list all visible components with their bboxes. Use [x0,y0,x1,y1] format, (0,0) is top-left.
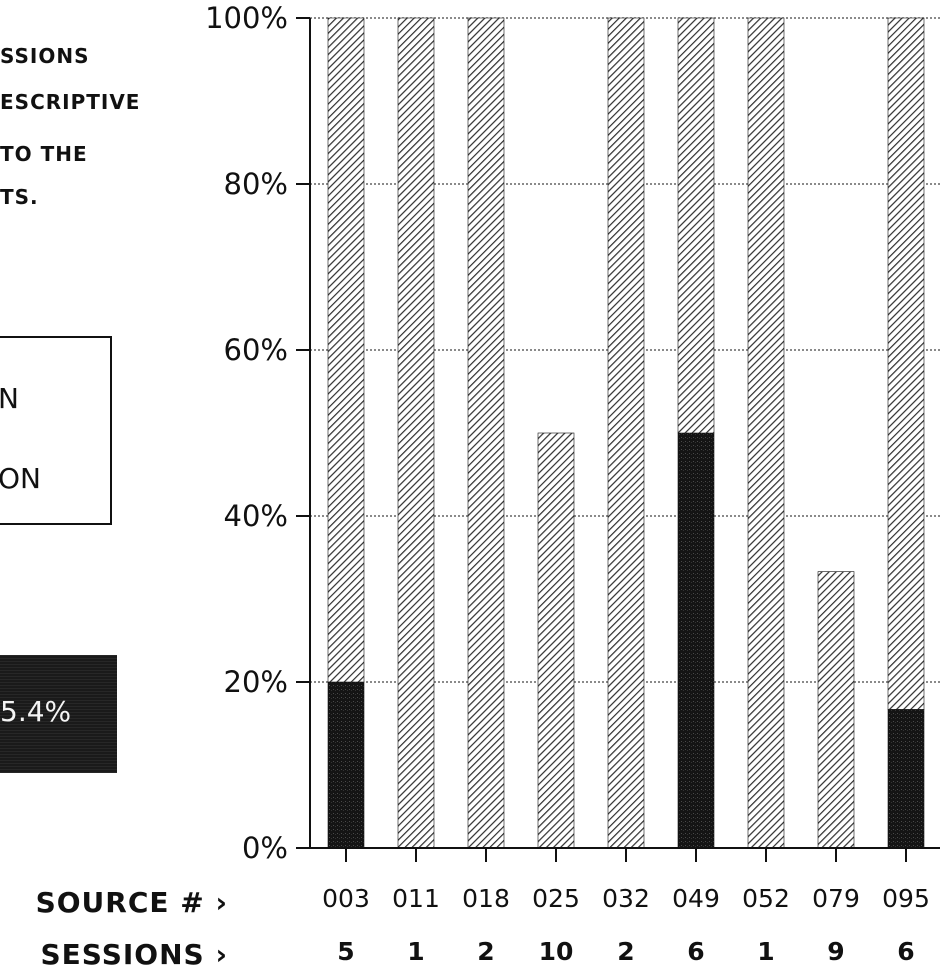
x-tick-label: 003 [322,884,370,913]
y-tick-label: 80% [224,167,288,201]
highlight-value: 5.4% [0,695,72,728]
x-tick-label: 052 [742,884,790,913]
sessions-row-label: SESSIONS › [40,938,228,971]
x-tick-label: 049 [672,884,720,913]
bar-segment-dark [677,432,715,849]
description-line-2: ESCRIPTIVE [0,90,141,114]
legend-item-1: N [0,382,19,415]
bar-segment-hatched [677,17,715,434]
description-line-1: SSIONS [0,44,90,68]
description-line-3: TO THE [0,142,88,166]
x-tick-label: 011 [392,884,440,913]
y-tick-label: 100% [205,1,288,35]
sessions-count-label: 2 [617,937,634,966]
x-tick-label: 079 [812,884,860,913]
sessions-count-label: 9 [827,937,844,966]
source-row-label: SOURCE # › [35,886,228,919]
sessions-count-label: 6 [897,937,914,966]
bar-segment-dark [887,709,925,849]
x-tick-label: 095 [882,884,930,913]
x-tick-label: 018 [462,884,510,913]
sessions-count-label: 1 [407,937,424,966]
bar-segment-hatched [397,17,435,849]
description-line-4: TS. [0,185,39,209]
bar-segment-hatched [747,17,785,849]
sessions-count-label: 2 [477,937,494,966]
sessions-count-label: 5 [337,937,354,966]
x-tick-label: 025 [532,884,580,913]
bar-segment-hatched [327,17,365,683]
y-tick-label: 60% [224,333,288,367]
sessions-count-label: 10 [539,937,574,966]
bar-segment-hatched [467,17,505,849]
sessions-count-label: 1 [757,937,774,966]
y-tick-label: 20% [224,665,288,699]
y-tick-label: 0% [242,831,288,865]
bar-segment-hatched [607,17,645,849]
bar-segment-hatched [537,432,575,849]
bar-segment-hatched [887,17,925,710]
legend-item-2: ON [0,462,41,495]
bar-segment-hatched [817,571,855,849]
x-tick-label: 032 [602,884,650,913]
highlight-value-badge: 5.4% [0,655,117,773]
sessions-count-label: 6 [687,937,704,966]
bar-segment-dark [327,681,365,849]
legend-box: N ON [0,336,112,525]
y-tick-label: 40% [224,499,288,533]
